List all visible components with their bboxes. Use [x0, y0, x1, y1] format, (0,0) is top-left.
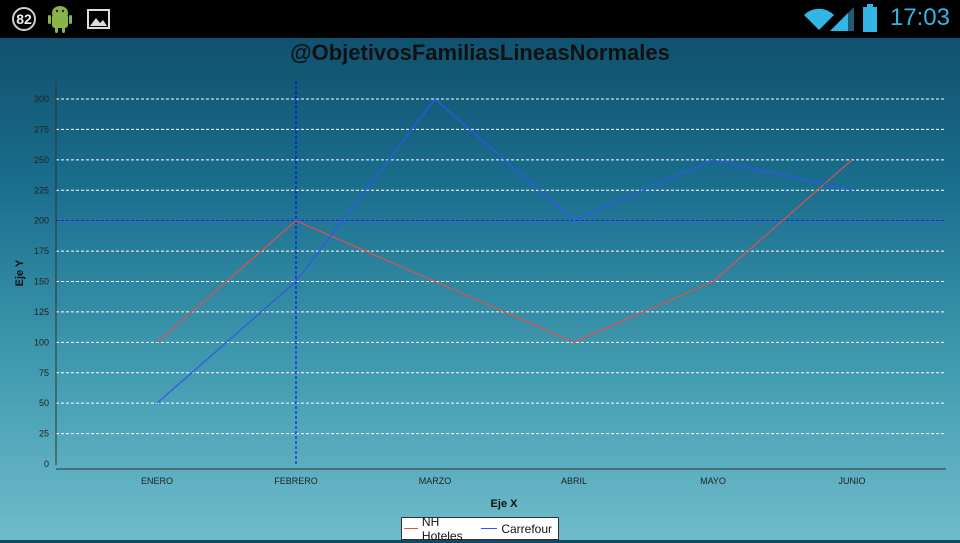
legend-item: NH Hoteles: [404, 515, 475, 543]
x-tick-label: JUNIO: [839, 476, 866, 486]
series-line-nh-hoteles: [156, 159, 853, 343]
y-tick-label: 225: [34, 185, 49, 195]
y-tick-label: 300: [34, 94, 49, 104]
y-tick-label: 0: [44, 459, 49, 469]
y-tick-label: 75: [39, 368, 49, 378]
image-icon[interactable]: [87, 9, 110, 34]
y-tick-label: 100: [34, 337, 49, 347]
y-axis-label: Eje Y: [14, 259, 26, 286]
battery-icon: [863, 4, 877, 37]
status-bar: 82 17:03: [0, 0, 960, 38]
y-tick-label: 200: [34, 216, 49, 226]
x-tick-label: MARZO: [419, 476, 452, 486]
legend-label: Carrefour: [501, 521, 552, 536]
y-tick-label: 150: [34, 277, 49, 287]
chart-title: @ObjetivosFamiliasLineasNormales: [290, 40, 670, 65]
legend-swatch: [481, 528, 498, 529]
legend-label: NH Hoteles: [421, 514, 463, 543]
wifi-icon: [803, 7, 835, 36]
y-tick-label: 25: [39, 429, 49, 439]
x-axis-label: Eje X: [491, 498, 519, 510]
x-tick-label: ENERO: [141, 476, 173, 486]
legend-item: Carrefour: [481, 522, 552, 536]
x-tick-label: ABRIL: [561, 476, 587, 486]
legend: NH Hoteles Carrefour: [401, 515, 559, 543]
y-tick-label: 125: [34, 307, 49, 317]
x-tick-label: MAYO: [700, 476, 726, 486]
android-icon[interactable]: [48, 4, 72, 39]
notification-count-icon[interactable]: 82: [12, 7, 36, 31]
y-tick-label: 50: [39, 398, 49, 408]
clock: 17:03: [889, 4, 950, 31]
y-tick-label: 175: [34, 246, 49, 256]
series-line-carrefour: [156, 98, 853, 404]
y-tick-label: 275: [34, 124, 49, 134]
x-tick-label: FEBRERO: [274, 476, 318, 486]
signal-icon: [830, 7, 854, 36]
legend-swatch: [404, 528, 418, 529]
y-tick-label: 250: [34, 155, 49, 165]
